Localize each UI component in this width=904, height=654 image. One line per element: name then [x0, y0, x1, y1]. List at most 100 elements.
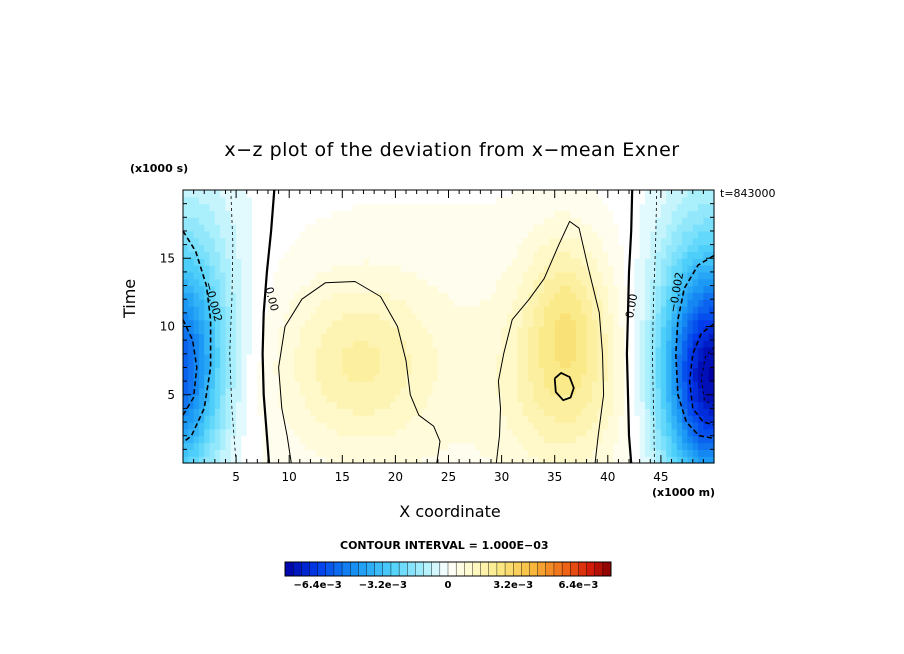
field-cell	[671, 230, 678, 239]
field-cell	[575, 442, 582, 450]
field-cell	[448, 217, 455, 225]
field-cell	[267, 435, 274, 444]
field-cell	[198, 258, 205, 266]
field-cell	[421, 190, 428, 198]
field-cell	[512, 299, 519, 307]
field-cell	[214, 251, 221, 259]
field-cell	[506, 265, 513, 273]
field-cell	[305, 340, 312, 348]
field-cell	[512, 428, 519, 437]
field-cell	[236, 285, 243, 293]
field-cell	[358, 374, 365, 382]
field-cell	[342, 319, 349, 328]
field-cell	[629, 306, 635, 314]
field-cell	[459, 374, 466, 382]
field-cell	[623, 428, 630, 437]
field-cell	[395, 340, 402, 348]
field-cell	[315, 203, 322, 212]
field-cell	[698, 196, 704, 205]
field-cell	[241, 456, 248, 464]
field-cell	[480, 285, 487, 293]
field-cell	[475, 224, 481, 232]
field-cell	[698, 224, 704, 232]
field-cell	[331, 381, 338, 389]
field-cell	[278, 203, 285, 212]
field-cell	[209, 312, 216, 321]
field-cell	[421, 230, 428, 239]
field-cell	[421, 251, 428, 259]
field-cell	[374, 367, 381, 375]
field-cell	[533, 360, 540, 369]
field-cell	[406, 326, 412, 334]
field-cell	[331, 408, 338, 416]
field-cell	[368, 196, 375, 205]
field-cell	[639, 278, 646, 287]
field-cell	[321, 203, 327, 212]
field-cell	[379, 237, 386, 246]
field-cell	[448, 237, 455, 246]
field-cell	[379, 401, 386, 409]
field-cell	[395, 456, 402, 464]
field-cell	[512, 265, 519, 273]
field-cell	[453, 203, 460, 212]
field-cell	[437, 203, 444, 212]
field-cell	[490, 353, 497, 362]
field-cell	[183, 237, 189, 246]
field-cell	[475, 299, 481, 307]
field-cell	[565, 217, 572, 225]
field-cell	[236, 326, 243, 334]
field-cell	[273, 299, 280, 307]
field-cell	[443, 271, 450, 280]
field-cell	[400, 306, 407, 314]
colorbar-segment	[545, 561, 555, 577]
field-cell	[618, 271, 625, 280]
field-cell	[427, 401, 434, 409]
field-cell	[560, 333, 566, 341]
field-cell	[305, 381, 312, 389]
field-cell	[209, 415, 216, 423]
field-cell	[236, 374, 243, 382]
field-cell	[331, 319, 338, 328]
field-cell	[427, 346, 434, 355]
field-cell	[575, 394, 582, 403]
field-cell	[453, 456, 460, 464]
field-cell	[692, 196, 699, 205]
field-cell	[342, 408, 349, 416]
field-cell	[602, 278, 609, 287]
field-cell	[427, 292, 434, 300]
field-cell	[257, 435, 264, 444]
field-cell	[480, 299, 487, 307]
field-cell	[475, 326, 481, 334]
colorbar-segment	[439, 561, 449, 577]
field-cell	[703, 401, 710, 409]
field-cell	[379, 299, 386, 307]
field-cell	[687, 408, 694, 416]
field-cell	[289, 190, 296, 198]
field-cell	[198, 374, 205, 382]
field-cell	[469, 367, 476, 375]
field-cell	[421, 237, 428, 246]
field-cell	[586, 346, 593, 355]
field-cell	[267, 196, 274, 205]
field-cell	[278, 292, 285, 300]
field-cell	[570, 244, 577, 253]
field-cell	[183, 456, 189, 464]
field-cell	[374, 456, 381, 464]
field-cell	[204, 224, 211, 232]
contour-positive-right	[495, 220, 605, 464]
field-cell	[252, 408, 258, 416]
field-cell	[193, 210, 200, 218]
field-cell	[475, 251, 481, 259]
field-cell	[687, 190, 694, 198]
field-cell	[453, 224, 460, 232]
field-cell	[591, 408, 598, 416]
field-cell	[220, 312, 227, 321]
field-cell	[283, 217, 290, 225]
field-cell	[347, 230, 354, 239]
field-cell	[639, 224, 646, 232]
field-cell	[666, 333, 673, 341]
field-cell	[252, 387, 258, 396]
field-cell	[570, 196, 577, 205]
field-cell	[549, 265, 556, 273]
field-cell	[496, 381, 503, 389]
